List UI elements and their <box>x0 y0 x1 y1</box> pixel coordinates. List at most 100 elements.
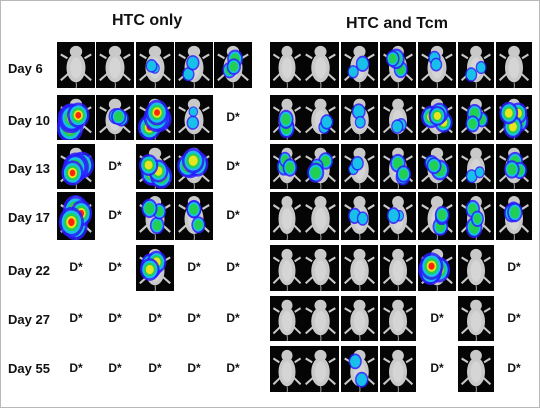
mouse-image <box>418 248 453 291</box>
mouse-image <box>382 147 414 189</box>
htc-tcm-mouse-panel <box>418 192 456 240</box>
mouse-image <box>344 45 375 88</box>
htc-only-mouse-panel <box>96 95 134 140</box>
mouse-image <box>421 45 453 88</box>
mouse-image <box>99 98 131 140</box>
htc-tcm-deceased-marker: D* <box>430 361 444 375</box>
mouse-image <box>60 147 94 189</box>
htc-tcm-mouse-panel <box>341 192 378 240</box>
htc-tcm-mouse-panel <box>458 95 494 140</box>
day-label-27: Day 27 <box>8 312 50 327</box>
htc-only-deceased-marker: D* <box>108 260 122 274</box>
htc-tcm-mouse-panel <box>380 42 416 88</box>
group-title-htc-only: HTC only <box>112 12 183 29</box>
htc-tcm-mouse-panel <box>380 346 416 392</box>
mouse-image <box>139 45 171 88</box>
htc-only-deceased-marker: D* <box>187 260 201 274</box>
htc-only-deceased-marker: D* <box>69 260 83 274</box>
mouse-image <box>498 45 530 88</box>
mouse-image <box>139 196 171 240</box>
mouse-image <box>460 248 492 291</box>
mouse-image <box>460 147 492 189</box>
htc-only-mouse-panel <box>136 95 174 140</box>
mouse-image <box>344 196 375 240</box>
htc-only-deceased-marker: D* <box>187 361 201 375</box>
htc-tcm-mouse-panel <box>302 346 339 392</box>
htc-tcm-mouse-panel <box>341 245 378 291</box>
htc-only-mouse-panel <box>57 144 95 189</box>
htc-tcm-mouse-panel <box>496 192 532 240</box>
htc-only-mouse-panel <box>175 95 213 140</box>
mouse-image <box>178 98 210 140</box>
mouse-image <box>421 196 453 240</box>
day-label-6: Day 6 <box>8 61 43 76</box>
htc-only-mouse-panel <box>214 42 252 88</box>
htc-tcm-mouse-panel <box>302 296 339 341</box>
mouse-image <box>382 349 414 392</box>
mouse-image <box>272 45 302 88</box>
htc-tcm-mouse-panel <box>458 245 494 291</box>
group-title-htc-and-tcm: HTC and Tcm <box>346 15 448 32</box>
htc-tcm-mouse-panel <box>302 245 339 291</box>
htc-only-deceased-marker: D* <box>226 158 240 173</box>
htc-tcm-mouse-panel <box>458 144 494 189</box>
htc-tcm-mouse-panel <box>270 42 304 88</box>
mouse-image <box>460 45 492 88</box>
htc-only-deceased-marker: D* <box>226 260 240 274</box>
htc-tcm-mouse-panel <box>418 144 456 189</box>
htc-only-mouse-panel <box>175 42 213 88</box>
mouse-image <box>99 45 131 88</box>
htc-tcm-mouse-panel <box>418 245 456 291</box>
htc-tcm-mouse-panel <box>302 192 339 240</box>
mouse-image <box>272 299 302 341</box>
htc-tcm-mouse-panel <box>458 192 494 240</box>
mouse-image <box>57 98 92 140</box>
htc-only-deceased-marker: D* <box>108 361 122 375</box>
htc-tcm-mouse-panel <box>380 296 416 341</box>
htc-tcm-mouse-panel <box>270 144 304 189</box>
mouse-image <box>139 248 171 291</box>
htc-only-deceased-marker: D* <box>108 310 122 325</box>
htc-tcm-mouse-panel <box>496 42 532 88</box>
mouse-image <box>139 147 173 189</box>
day-label-13: Day 13 <box>8 161 50 176</box>
mouse-image <box>498 196 530 240</box>
mouse-image <box>305 147 336 189</box>
htc-only-mouse-panel <box>136 192 174 240</box>
htc-only-mouse-panel <box>136 42 174 88</box>
htc-only-mouse-panel <box>57 95 95 140</box>
htc-tcm-mouse-panel <box>270 346 304 392</box>
htc-tcm-mouse-panel <box>496 95 532 140</box>
htc-tcm-mouse-panel <box>302 144 339 189</box>
mouse-image <box>344 147 375 189</box>
mouse-image <box>305 349 336 392</box>
mouse-image <box>421 147 453 189</box>
htc-tcm-mouse-panel <box>341 296 378 341</box>
htc-tcm-mouse-panel <box>458 296 494 341</box>
mouse-image <box>177 147 210 189</box>
mouse-image <box>344 299 375 341</box>
htc-only-mouse-panel <box>96 42 134 88</box>
htc-tcm-deceased-marker: D* <box>507 361 521 375</box>
htc-only-deceased-marker: D* <box>148 361 162 375</box>
htc-tcm-mouse-panel <box>270 192 304 240</box>
mouse-image <box>421 98 453 140</box>
mouse-image <box>60 45 92 88</box>
htc-only-deceased-marker: D* <box>148 310 162 325</box>
htc-tcm-mouse-panel <box>380 192 416 240</box>
mouse-image <box>460 98 492 140</box>
htc-tcm-mouse-panel <box>341 346 378 392</box>
htc-tcm-deceased-marker: D* <box>430 310 444 325</box>
mouse-image <box>460 349 492 392</box>
htc-tcm-mouse-panel <box>458 42 494 88</box>
mouse-image <box>58 194 93 240</box>
day-label-22: Day 22 <box>8 263 50 278</box>
mouse-image <box>272 248 302 291</box>
htc-tcm-mouse-panel <box>341 42 378 88</box>
day-label-17: Day 17 <box>8 210 50 225</box>
htc-tcm-mouse-panel <box>302 95 339 140</box>
mouse-image <box>344 349 375 392</box>
htc-only-mouse-panel <box>57 42 95 88</box>
day-label-55: Day 55 <box>8 361 50 376</box>
mouse-image <box>382 248 414 291</box>
